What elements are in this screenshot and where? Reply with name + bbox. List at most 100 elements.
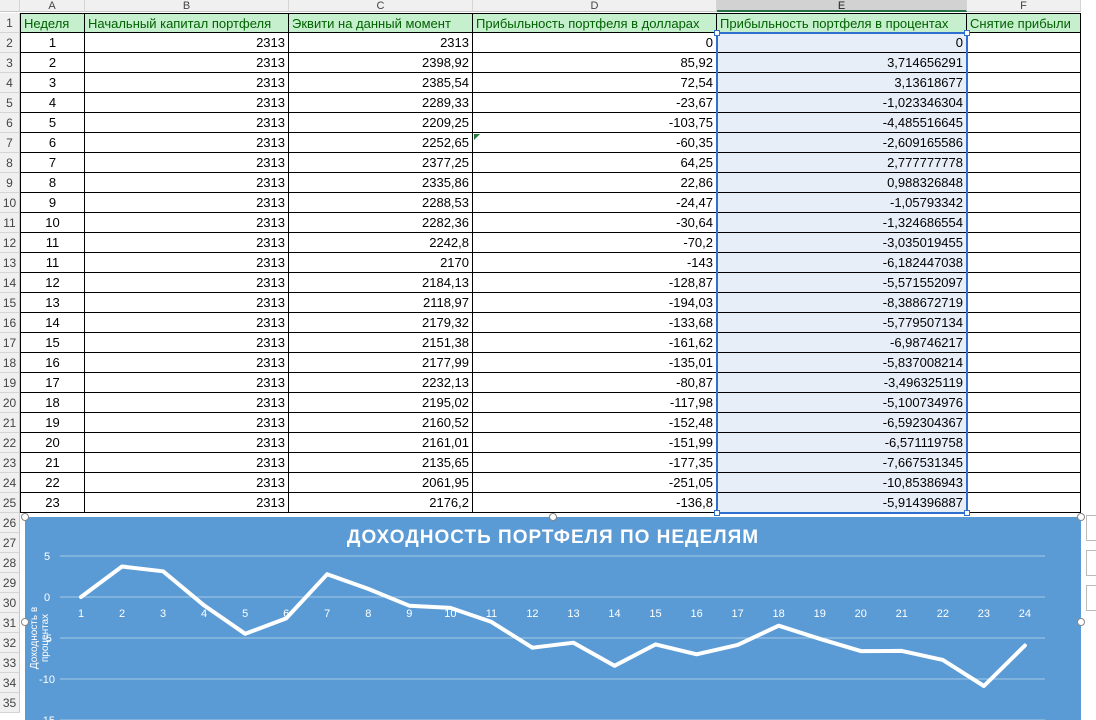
table-cell[interactable]: 2313 <box>85 33 289 53</box>
table-cell[interactable]: 2313 <box>85 353 289 373</box>
table-cell[interactable]: 2151,38 <box>289 333 473 353</box>
table-cell[interactable]: 2313 <box>85 53 289 73</box>
table-cell[interactable]: 11 <box>20 253 85 273</box>
table-cell[interactable]: 2313 <box>85 473 289 493</box>
table-cell[interactable]: -4,485516645 <box>717 113 967 133</box>
select-all-corner[interactable] <box>0 0 20 12</box>
table-cell[interactable]: 21 <box>20 453 85 473</box>
table-cell[interactable]: -3,035019455 <box>717 233 967 253</box>
table-cell[interactable] <box>967 153 1081 173</box>
table-cell[interactable]: 2177,99 <box>289 353 473 373</box>
table-cell[interactable] <box>967 113 1081 133</box>
row-header[interactable]: 30 <box>0 593 20 613</box>
row-header[interactable]: 13 <box>0 253 20 273</box>
row-header[interactable]: 9 <box>0 173 20 193</box>
selection-handle[interactable] <box>964 30 970 36</box>
table-cell[interactable] <box>967 493 1081 513</box>
table-cell[interactable]: 2,777777778 <box>717 153 967 173</box>
header-cell[interactable]: Эквити на данный момент <box>289 13 473 33</box>
header-cell[interactable]: Неделя <box>20 13 85 33</box>
header-cell[interactable]: Прибыльность портфеля в процентах <box>717 13 967 33</box>
table-cell[interactable]: -70,2 <box>473 233 717 253</box>
table-cell[interactable]: -151,99 <box>473 433 717 453</box>
selection-handle[interactable] <box>714 30 720 36</box>
row-header[interactable]: 24 <box>0 473 20 493</box>
table-cell[interactable]: -6,571119758 <box>717 433 967 453</box>
table-cell[interactable]: -24,47 <box>473 193 717 213</box>
table-cell[interactable]: 2252,65 <box>289 133 473 153</box>
row-header[interactable]: 20 <box>0 393 20 413</box>
table-cell[interactable]: 2313 <box>85 273 289 293</box>
table-cell[interactable]: -5,100734976 <box>717 393 967 413</box>
table-cell[interactable]: -251,05 <box>473 473 717 493</box>
table-cell[interactable]: 2161,01 <box>289 433 473 453</box>
selection-handle[interactable] <box>964 510 970 516</box>
column-header-d[interactable]: D <box>473 0 717 12</box>
table-cell[interactable]: 10 <box>20 213 85 233</box>
table-cell[interactable]: 2313 <box>85 213 289 233</box>
table-cell[interactable]: 2313 <box>85 173 289 193</box>
table-cell[interactable]: 2209,25 <box>289 113 473 133</box>
table-cell[interactable]: 4 <box>20 93 85 113</box>
table-cell[interactable]: 2313 <box>85 253 289 273</box>
table-cell[interactable] <box>967 473 1081 493</box>
table-cell[interactable]: -5,779507134 <box>717 313 967 333</box>
table-cell[interactable]: -30,64 <box>473 213 717 233</box>
table-cell[interactable]: 2313 <box>85 453 289 473</box>
table-cell[interactable]: 0 <box>717 33 967 53</box>
table-cell[interactable]: -194,03 <box>473 293 717 313</box>
row-header[interactable]: 5 <box>0 93 20 113</box>
table-cell[interactable]: 0 <box>473 33 717 53</box>
table-cell[interactable]: -117,98 <box>473 393 717 413</box>
table-cell[interactable]: 3,13618677 <box>717 73 967 93</box>
table-cell[interactable]: 2398,92 <box>289 53 473 73</box>
table-cell[interactable]: 7 <box>20 153 85 173</box>
table-cell[interactable]: 2313 <box>85 73 289 93</box>
table-cell[interactable]: 22,86 <box>473 173 717 193</box>
table-cell[interactable]: 15 <box>20 333 85 353</box>
table-cell[interactable]: 2184,13 <box>289 273 473 293</box>
table-cell[interactable]: -5,571552097 <box>717 273 967 293</box>
table-cell[interactable] <box>967 73 1081 93</box>
row-header[interactable]: 3 <box>0 53 20 73</box>
row-header[interactable]: 32 <box>0 633 20 653</box>
table-cell[interactable]: 2176,2 <box>289 493 473 513</box>
table-cell[interactable]: 2288,53 <box>289 193 473 213</box>
table-cell[interactable]: 2 <box>20 53 85 73</box>
row-header[interactable]: 12 <box>0 233 20 253</box>
table-cell[interactable]: -152,48 <box>473 413 717 433</box>
table-cell[interactable]: 11 <box>20 233 85 253</box>
row-header[interactable]: 23 <box>0 453 20 473</box>
chart-resize-handle[interactable] <box>1077 618 1085 626</box>
table-cell[interactable]: 2335,86 <box>289 173 473 193</box>
chart-filters-button[interactable] <box>1086 585 1096 611</box>
table-cell[interactable] <box>967 253 1081 273</box>
table-cell[interactable]: 64,25 <box>473 153 717 173</box>
column-header-e[interactable]: E <box>717 0 967 12</box>
row-header[interactable]: 10 <box>0 193 20 213</box>
row-header[interactable]: 31 <box>0 613 20 633</box>
table-cell[interactable]: 2135,65 <box>289 453 473 473</box>
table-cell[interactable]: -6,182447038 <box>717 253 967 273</box>
table-cell[interactable]: -133,68 <box>473 313 717 333</box>
table-cell[interactable]: 2313 <box>85 433 289 453</box>
table-cell[interactable]: -136,8 <box>473 493 717 513</box>
chart-resize-handle[interactable] <box>549 513 557 521</box>
table-cell[interactable]: 2313 <box>85 393 289 413</box>
row-header[interactable]: 2 <box>0 33 20 53</box>
table-cell[interactable]: -103,75 <box>473 113 717 133</box>
row-header[interactable]: 26 <box>0 513 20 533</box>
table-cell[interactable]: -8,388672719 <box>717 293 967 313</box>
row-header[interactable]: 22 <box>0 433 20 453</box>
table-cell[interactable] <box>967 453 1081 473</box>
table-cell[interactable]: 12 <box>20 273 85 293</box>
table-cell[interactable]: 2313 <box>85 153 289 173</box>
row-header[interactable]: 15 <box>0 293 20 313</box>
row-header[interactable]: 34 <box>0 673 20 693</box>
table-cell[interactable]: -1,023346304 <box>717 93 967 113</box>
column-header-a[interactable]: A <box>20 0 85 12</box>
chart-elements-button[interactable] <box>1086 515 1096 541</box>
table-cell[interactable]: 2170 <box>289 253 473 273</box>
table-cell[interactable] <box>967 433 1081 453</box>
table-cell[interactable]: 2179,32 <box>289 313 473 333</box>
